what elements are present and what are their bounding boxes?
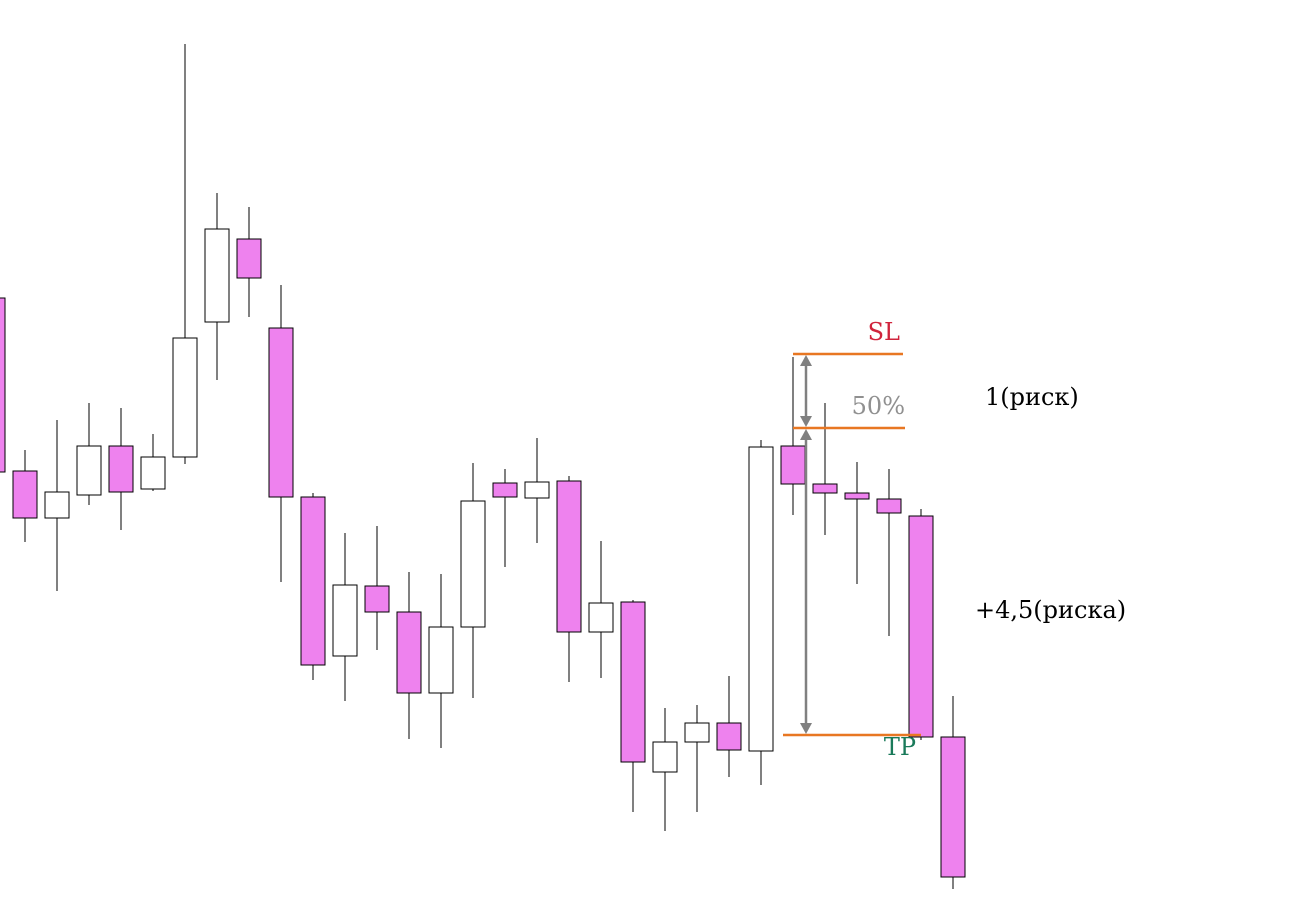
candle-body bbox=[684, 722, 710, 743]
candle-body bbox=[44, 491, 70, 519]
candle-body bbox=[76, 445, 102, 496]
arrow-head bbox=[800, 723, 812, 734]
candle-body bbox=[556, 480, 582, 633]
level-label: TP bbox=[884, 733, 916, 761]
candle-body bbox=[332, 584, 358, 657]
candle-body bbox=[812, 483, 838, 494]
candle-body bbox=[12, 470, 38, 519]
candle-body bbox=[460, 500, 486, 628]
candle-body bbox=[524, 481, 550, 499]
level-label: SL bbox=[868, 318, 900, 346]
candle-body bbox=[172, 337, 198, 458]
candle-body bbox=[748, 446, 774, 752]
arrow-head bbox=[800, 355, 812, 366]
candle-body bbox=[940, 736, 966, 878]
candle-body bbox=[364, 585, 390, 613]
candle-body bbox=[492, 482, 518, 498]
candle-body bbox=[716, 722, 742, 751]
candle-body bbox=[620, 601, 646, 763]
risk-annotation: 1(риск) bbox=[985, 383, 1079, 411]
candle-body bbox=[268, 327, 294, 498]
candle-body bbox=[844, 492, 870, 500]
candle-body bbox=[300, 496, 326, 666]
candle-body bbox=[140, 456, 166, 490]
level-label: 50% bbox=[852, 392, 905, 420]
candle-body bbox=[780, 445, 806, 485]
candle-body bbox=[108, 445, 134, 493]
candle-body bbox=[876, 498, 902, 514]
arrow-head bbox=[800, 416, 812, 427]
candle-body bbox=[588, 602, 614, 633]
candle-body bbox=[396, 611, 422, 694]
candle-body bbox=[428, 626, 454, 694]
candle-body bbox=[652, 741, 678, 773]
arrow-head bbox=[800, 429, 812, 440]
reward-annotation: +4,5(риска) bbox=[975, 596, 1126, 624]
candle-body bbox=[204, 228, 230, 323]
candle-body bbox=[0, 297, 6, 473]
candle-body bbox=[236, 238, 262, 279]
candle-body bbox=[908, 515, 934, 738]
